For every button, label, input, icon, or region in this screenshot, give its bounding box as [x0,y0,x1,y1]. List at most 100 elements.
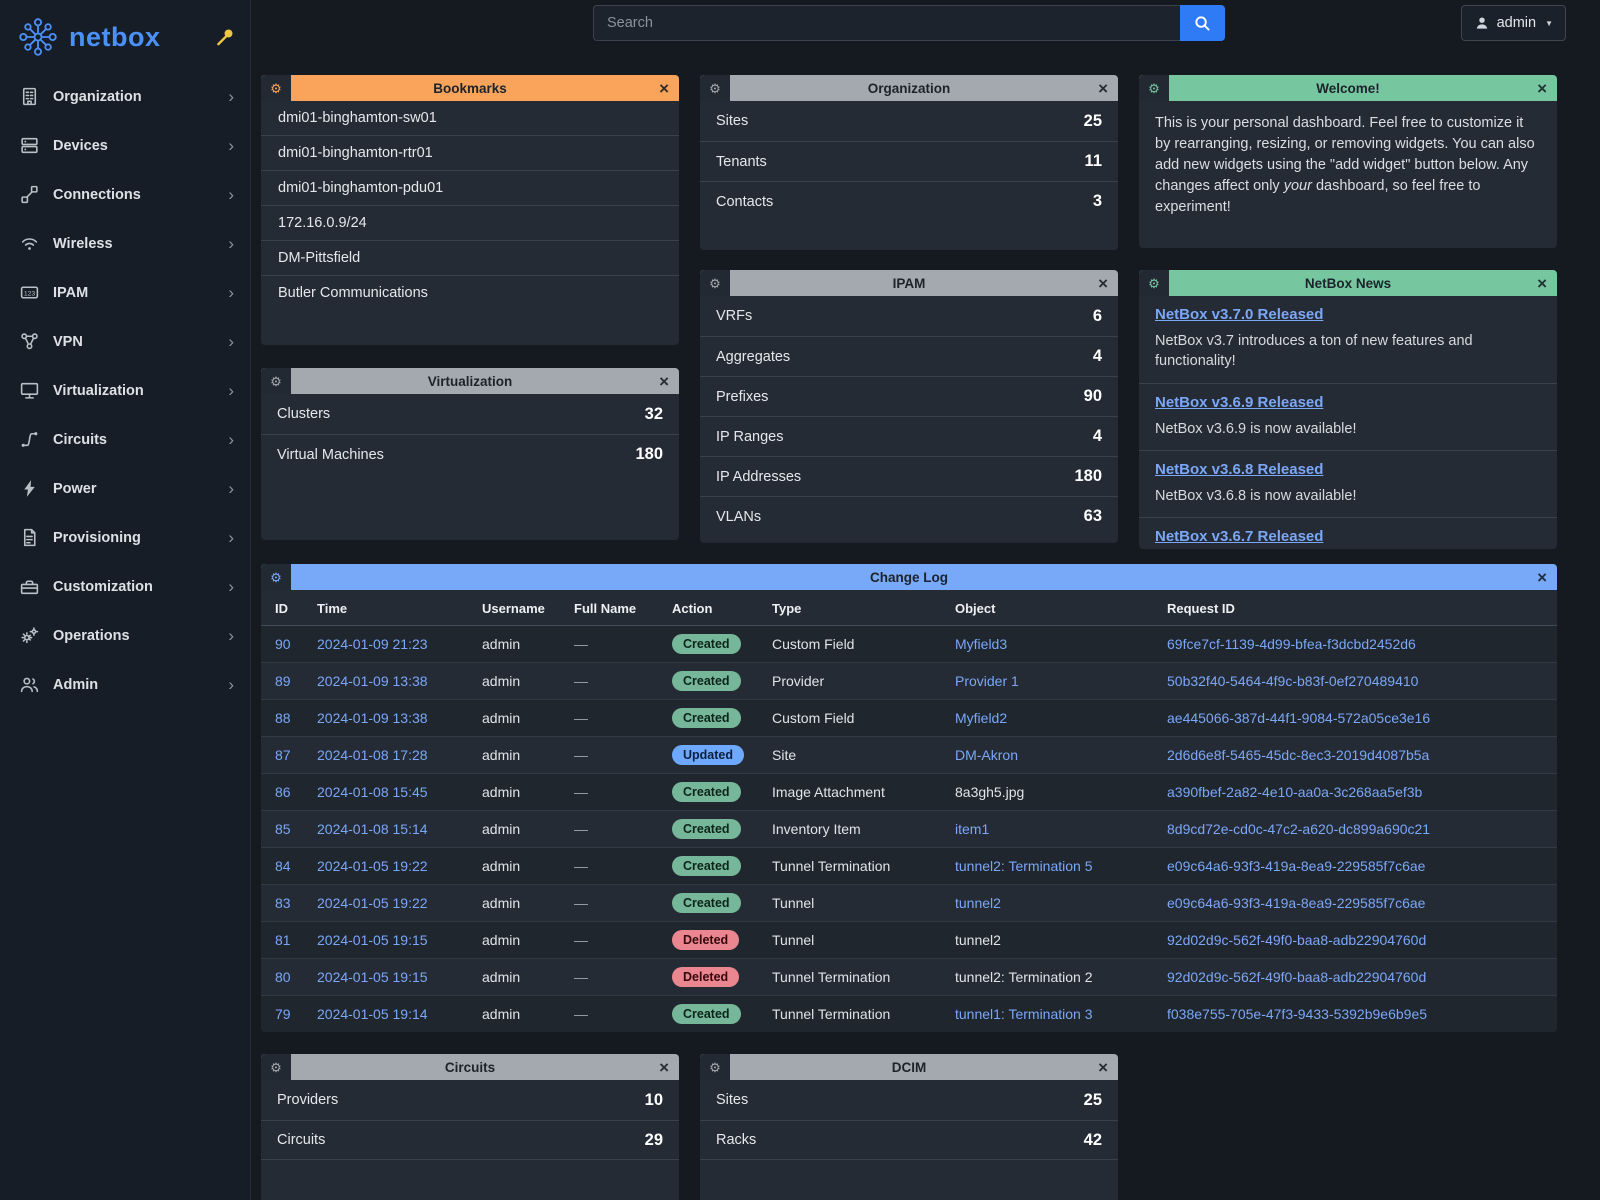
changelog-request-link[interactable]: 92d02d9c-562f-49f0-baa8-adb22904760d [1167,932,1427,948]
changelog-id-link[interactable]: 87 [275,747,291,763]
changelog-id-link[interactable]: 86 [275,784,291,800]
widget-close-button[interactable]: × [1527,80,1557,97]
sidebar-item-vpn[interactable]: VPN › [0,317,250,366]
sidebar-item-ipam[interactable]: 123 IPAM › [0,268,250,317]
bookmark-item[interactable]: 172.16.0.9/24 [261,205,679,240]
widget-config-button[interactable]: ⚙ [700,75,730,101]
changelog-type: Image Attachment [762,773,945,811]
changelog-object-link[interactable]: tunnel2 [955,895,1001,911]
changelog-request-link[interactable]: a390fbef-2a82-4e10-aa0a-3c268aa5ef3b [1167,784,1423,800]
bookmark-item[interactable]: Butler Communications [261,275,679,310]
bookmark-item[interactable]: dmi01-binghamton-pdu01 [261,170,679,205]
changelog-object-link[interactable]: Provider 1 [955,673,1019,689]
sidebar-item-power[interactable]: Power › [0,464,250,513]
sidebar-item-customization[interactable]: Customization › [0,562,250,611]
widget-config-button[interactable]: ⚙ [1139,270,1169,296]
changelog-time-link[interactable]: 2024-01-09 21:23 [317,636,428,652]
sidebar-item-wireless[interactable]: Wireless › [0,219,250,268]
changelog-request-link[interactable]: 50b32f40-5464-4f9c-b83f-0ef270489410 [1167,673,1419,689]
bookmark-item[interactable]: dmi01-binghamton-sw01 [278,110,437,126]
changelog-request-link[interactable]: 92d02d9c-562f-49f0-baa8-adb22904760d [1167,969,1427,985]
changelog-id-link[interactable]: 89 [275,673,291,689]
widget-change-log: ⚙ Change Log × ID Time Username Full Name Ac… [261,564,1557,1032]
bookmark-item[interactable]: dmi01-binghamton-rtr01 [261,135,679,170]
widget-config-button[interactable]: ⚙ [700,270,730,296]
news-link[interactable]: NetBox v3.6.9 Released [1155,393,1324,411]
changelog-id-link[interactable]: 88 [275,710,291,726]
sidebar-item-admin[interactable]: Admin › [0,660,250,709]
changelog-time-link[interactable]: 2024-01-05 19:15 [317,932,428,948]
changelog-object-link[interactable]: Myfield3 [955,636,1008,652]
news-link[interactable]: NetBox v3.7.0 Released [1155,306,1324,323]
changelog-id-link[interactable]: 81 [275,932,291,948]
changelog-object-link[interactable]: tunnel1: Termination 3 [955,1006,1093,1022]
changelog-full-name: — [564,699,662,737]
stat-value: 180 [635,445,663,463]
changelog-object-link[interactable]: Myfield2 [955,710,1008,726]
bookmark-item[interactable]: DM-Pittsfield [261,240,679,275]
gear-icon: ⚙ [270,373,282,389]
changelog-time-link[interactable]: 2024-01-05 19:22 [317,858,428,874]
widget-config-button[interactable]: ⚙ [261,564,291,590]
sidebar-item-connections[interactable]: Connections › [0,170,250,219]
sidebar-item-devices[interactable]: Devices › [0,121,250,170]
sidebar-pin-icon[interactable] [214,26,236,48]
changelog-request-link[interactable]: 2d6d6e8f-5465-45dc-8ec3-2019d4087b5a [1167,747,1430,763]
widget-close-button[interactable]: × [1088,275,1118,292]
widget-close-button[interactable]: × [649,80,679,97]
chevron-right-icon: › [228,283,234,302]
widget-config-button[interactable]: ⚙ [261,75,291,101]
widget-close-button[interactable]: × [649,1059,679,1076]
widget-config-button[interactable]: ⚙ [261,368,291,394]
changelog-id-link[interactable]: 85 [275,821,291,837]
widget-close-button[interactable]: × [1088,80,1118,97]
changelog-object-link[interactable]: DM-Akron [955,747,1019,763]
changelog-time-link[interactable]: 2024-01-05 19:15 [317,969,428,985]
changelog-request-link[interactable]: 8d9cd72e-cd0c-47c2-a620-dc899a690c21 [1167,821,1431,837]
changelog-time-link[interactable]: 2024-01-05 19:14 [317,1006,428,1022]
gears-icon [18,625,40,647]
widget-close-button[interactable]: × [1527,275,1557,292]
changelog-request-link[interactable]: e09c64a6-93f3-419a-8ea9-229585f7c6ae [1167,858,1426,874]
stat-label: Prefixes [716,388,769,405]
sidebar-item-virtualization[interactable]: Virtualization › [0,366,250,415]
changelog-time-link[interactable]: 2024-01-09 13:38 [317,673,428,689]
widget-config-button[interactable]: ⚙ [261,1054,291,1080]
changelog-request-link[interactable]: e09c64a6-93f3-419a-8ea9-229585f7c6ae [1167,895,1426,911]
widget-close-button[interactable]: × [649,373,679,390]
brand[interactable]: netbox [0,0,250,72]
changelog-request-link[interactable]: ae445066-387d-44f1-9084-572a05ce3e16 [1167,710,1431,726]
changelog-id-link[interactable]: 79 [275,1006,291,1022]
changelog-time-link[interactable]: 2024-01-08 15:14 [317,821,428,837]
changelog-object-link[interactable]: item1 [955,821,990,837]
search-form [593,5,1225,41]
changelog-id-link[interactable]: 83 [275,895,291,911]
sidebar-item-operations[interactable]: Operations › [0,611,250,660]
changelog-id-link[interactable]: 80 [275,969,291,985]
changelog-time-link[interactable]: 2024-01-05 19:22 [317,895,428,911]
changelog-id-link[interactable]: 90 [275,636,291,652]
search-input[interactable] [593,5,1180,41]
sidebar-item-provisioning[interactable]: Provisioning › [0,513,250,562]
widget-config-button[interactable]: ⚙ [700,1054,730,1080]
news-link[interactable]: NetBox v3.6.8 Released [1155,460,1324,478]
changelog-time-link[interactable]: 2024-01-08 15:45 [317,784,428,800]
changelog-time-link[interactable]: 2024-01-08 17:28 [317,747,428,763]
changelog-full-name: — [564,884,662,922]
sidebar: netbox Organization › Devices › Connections ›… [0,0,251,1200]
changelog-time-link[interactable]: 2024-01-09 13:38 [317,710,428,726]
changelog-object-link[interactable]: tunnel2: Termination 5 [955,858,1093,874]
news-link[interactable]: NetBox v3.6.7 Released [1155,528,1324,546]
search-button[interactable] [1180,5,1225,41]
stat-row: VLANs 63 [700,496,1118,536]
changelog-id-link[interactable]: 84 [275,858,291,874]
widget-close-button[interactable]: × [1527,569,1557,586]
widget-config-button[interactable]: ⚙ [1139,75,1169,101]
gear-icon: ⚙ [270,569,282,585]
changelog-request-link[interactable]: 69fce7cf-1139-4d99-bfea-f3dcbd2452d6 [1167,636,1416,652]
user-menu-button[interactable]: admin ▼ [1460,5,1566,41]
widget-close-button[interactable]: × [1088,1059,1118,1076]
sidebar-item-organization[interactable]: Organization › [0,72,250,121]
sidebar-item-circuits[interactable]: Circuits › [0,415,250,464]
changelog-request-link[interactable]: f038e755-705e-47f3-9433-5392b9e6b9e5 [1167,1006,1428,1022]
